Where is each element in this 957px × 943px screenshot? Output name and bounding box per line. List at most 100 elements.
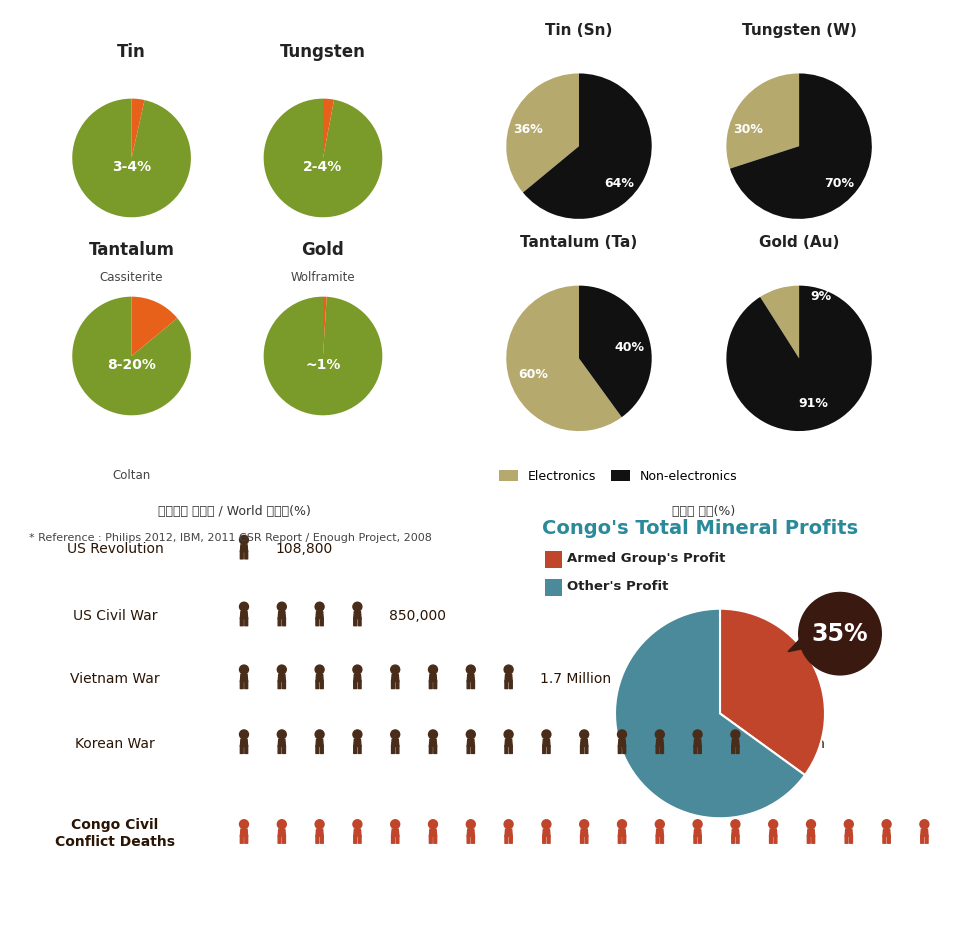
Wedge shape bbox=[73, 99, 190, 217]
FancyBboxPatch shape bbox=[321, 835, 323, 843]
Circle shape bbox=[239, 603, 249, 611]
Text: 3-4%: 3-4% bbox=[112, 160, 151, 174]
FancyBboxPatch shape bbox=[391, 681, 394, 688]
Text: Congo's Total Mineral Profits: Congo's Total Mineral Profits bbox=[542, 520, 858, 538]
FancyBboxPatch shape bbox=[543, 835, 545, 843]
FancyBboxPatch shape bbox=[321, 681, 323, 688]
Text: Gold: Gold bbox=[301, 241, 345, 259]
Text: Tin (Sn): Tin (Sn) bbox=[545, 23, 612, 38]
FancyBboxPatch shape bbox=[699, 835, 701, 843]
FancyBboxPatch shape bbox=[509, 681, 512, 688]
FancyBboxPatch shape bbox=[354, 681, 357, 688]
Polygon shape bbox=[391, 674, 399, 682]
FancyBboxPatch shape bbox=[240, 619, 243, 626]
Text: * Reference : Philips 2012, IBM, 2011 CSR Report / Enough Project, 2008: * Reference : Philips 2012, IBM, 2011 CS… bbox=[29, 533, 432, 543]
Polygon shape bbox=[316, 674, 323, 682]
Wedge shape bbox=[730, 74, 872, 219]
FancyBboxPatch shape bbox=[240, 681, 243, 688]
Text: 2-4%: 2-4% bbox=[303, 160, 343, 174]
Wedge shape bbox=[73, 297, 190, 415]
FancyBboxPatch shape bbox=[354, 619, 357, 626]
Text: Tantalum (Ta): Tantalum (Ta) bbox=[521, 235, 637, 250]
FancyBboxPatch shape bbox=[543, 746, 545, 753]
Polygon shape bbox=[694, 829, 701, 836]
Polygon shape bbox=[316, 739, 323, 747]
Circle shape bbox=[731, 819, 740, 829]
FancyBboxPatch shape bbox=[472, 746, 475, 753]
Wedge shape bbox=[323, 297, 326, 356]
FancyBboxPatch shape bbox=[736, 746, 739, 753]
Circle shape bbox=[844, 819, 854, 829]
FancyBboxPatch shape bbox=[245, 552, 248, 559]
Wedge shape bbox=[506, 74, 579, 192]
FancyBboxPatch shape bbox=[396, 681, 399, 688]
Circle shape bbox=[353, 603, 362, 611]
Circle shape bbox=[882, 819, 891, 829]
FancyBboxPatch shape bbox=[240, 552, 243, 559]
FancyBboxPatch shape bbox=[278, 835, 281, 843]
Polygon shape bbox=[883, 829, 890, 836]
Wedge shape bbox=[506, 286, 622, 431]
Circle shape bbox=[315, 730, 324, 739]
Polygon shape bbox=[467, 829, 475, 836]
FancyBboxPatch shape bbox=[358, 835, 361, 843]
FancyBboxPatch shape bbox=[278, 619, 281, 626]
Wedge shape bbox=[323, 99, 334, 157]
Text: Other's Profit: Other's Profit bbox=[567, 580, 668, 593]
Wedge shape bbox=[264, 99, 382, 217]
Wedge shape bbox=[726, 74, 799, 169]
FancyBboxPatch shape bbox=[505, 746, 508, 753]
FancyBboxPatch shape bbox=[245, 746, 248, 753]
Circle shape bbox=[617, 730, 627, 739]
Text: 36%: 36% bbox=[513, 124, 543, 136]
Wedge shape bbox=[132, 297, 177, 356]
FancyBboxPatch shape bbox=[618, 746, 621, 753]
Circle shape bbox=[278, 665, 286, 674]
FancyBboxPatch shape bbox=[245, 835, 248, 843]
Circle shape bbox=[768, 819, 778, 829]
Legend: Electronics, Non-electronics: Electronics, Non-electronics bbox=[495, 465, 743, 488]
Circle shape bbox=[693, 730, 702, 739]
Polygon shape bbox=[505, 739, 512, 747]
Polygon shape bbox=[505, 674, 512, 682]
FancyBboxPatch shape bbox=[699, 746, 701, 753]
Polygon shape bbox=[240, 739, 248, 747]
Text: Congo Civil
Conflict Deaths: Congo Civil Conflict Deaths bbox=[55, 819, 175, 849]
Text: 108,800: 108,800 bbox=[276, 542, 333, 556]
Text: 40%: 40% bbox=[615, 341, 645, 355]
FancyBboxPatch shape bbox=[240, 835, 243, 843]
Polygon shape bbox=[354, 674, 361, 682]
Polygon shape bbox=[430, 739, 436, 747]
FancyBboxPatch shape bbox=[509, 835, 512, 843]
Polygon shape bbox=[430, 829, 436, 836]
Text: Gold (Au): Gold (Au) bbox=[759, 235, 839, 250]
Polygon shape bbox=[657, 739, 663, 747]
Polygon shape bbox=[694, 739, 701, 747]
Wedge shape bbox=[615, 609, 805, 819]
Text: Wolframite: Wolframite bbox=[291, 271, 355, 284]
Circle shape bbox=[731, 730, 740, 739]
FancyBboxPatch shape bbox=[396, 746, 399, 753]
Circle shape bbox=[656, 819, 664, 829]
Polygon shape bbox=[845, 829, 853, 836]
Circle shape bbox=[798, 592, 882, 675]
Wedge shape bbox=[132, 99, 145, 157]
Text: 60%: 60% bbox=[519, 369, 548, 381]
FancyBboxPatch shape bbox=[358, 681, 361, 688]
FancyBboxPatch shape bbox=[845, 835, 848, 843]
Circle shape bbox=[656, 730, 664, 739]
FancyBboxPatch shape bbox=[921, 835, 924, 843]
Polygon shape bbox=[657, 829, 663, 836]
Polygon shape bbox=[316, 612, 323, 619]
Polygon shape bbox=[354, 739, 361, 747]
Polygon shape bbox=[732, 829, 739, 836]
FancyBboxPatch shape bbox=[278, 746, 281, 753]
FancyBboxPatch shape bbox=[391, 746, 394, 753]
Text: 3 Million: 3 Million bbox=[768, 736, 825, 751]
Text: Tungsten (W): Tungsten (W) bbox=[742, 23, 857, 38]
Polygon shape bbox=[618, 829, 626, 836]
Wedge shape bbox=[726, 286, 872, 431]
FancyBboxPatch shape bbox=[581, 835, 584, 843]
FancyBboxPatch shape bbox=[736, 835, 739, 843]
FancyBboxPatch shape bbox=[623, 835, 626, 843]
